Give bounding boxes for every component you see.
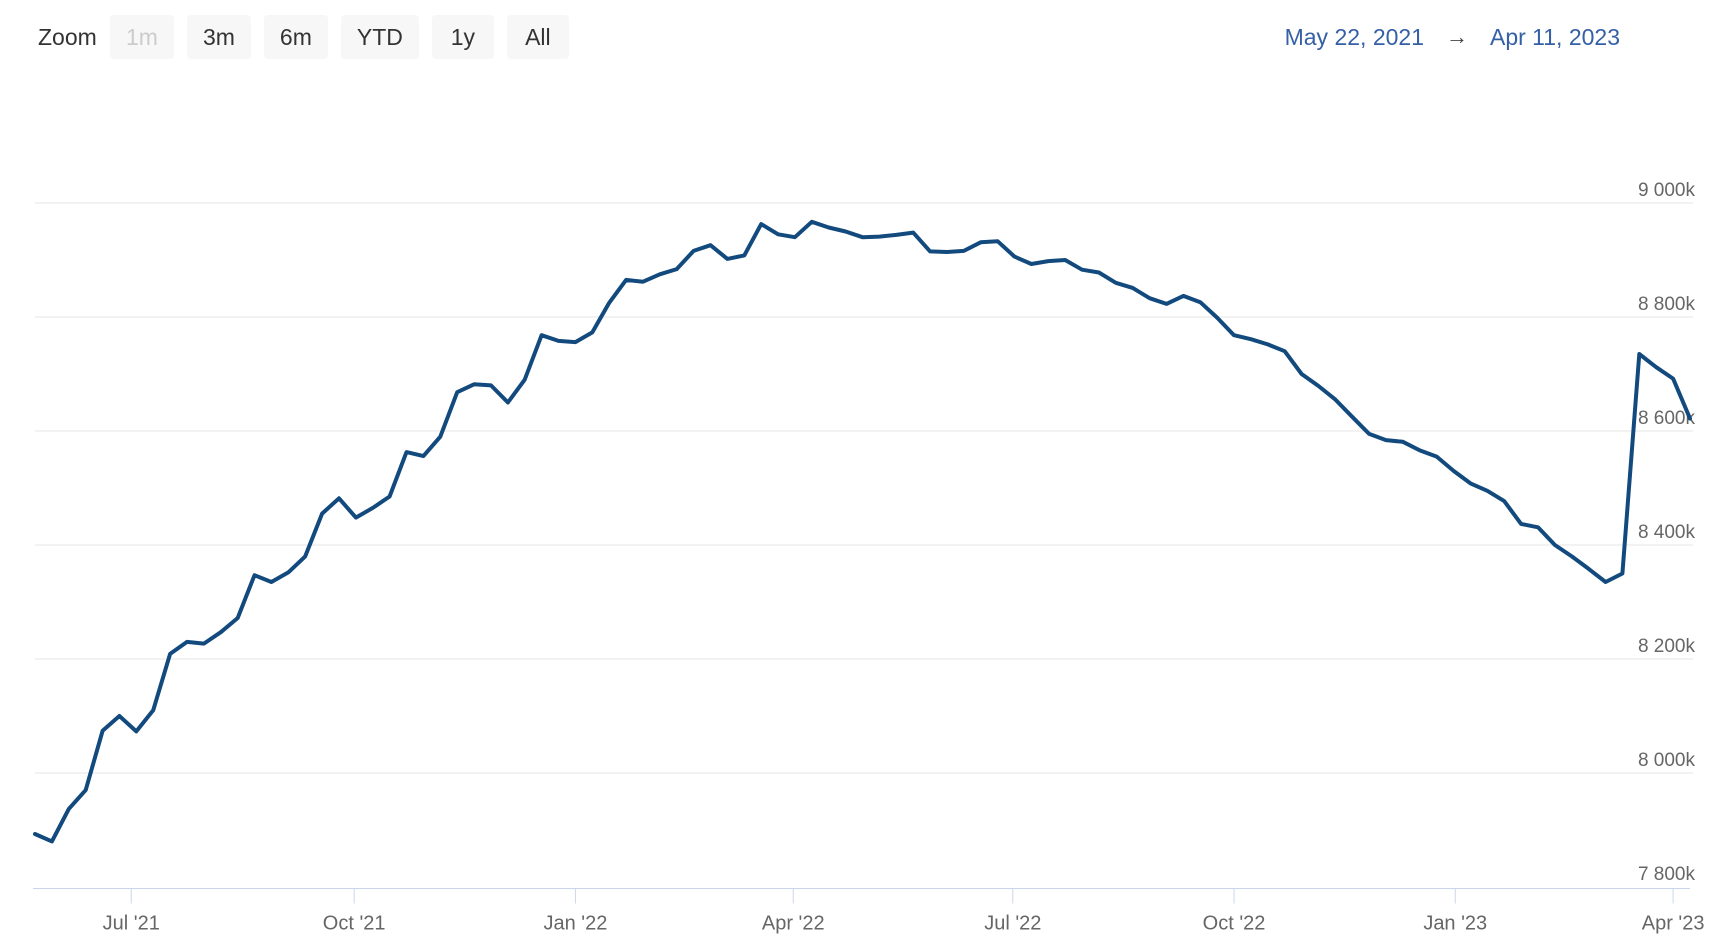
y-axis-label: 9 000k — [1638, 180, 1696, 201]
x-axis-label: Oct '22 — [1203, 913, 1266, 935]
range-buttons: 1m 3m 6m YTD 1y All — [110, 14, 569, 60]
range-end-input[interactable]: Apr 11, 2023 — [1489, 23, 1620, 50]
y-axis-label: 8 400k — [1638, 522, 1696, 543]
range-button-all[interactable]: All — [506, 15, 569, 59]
range-arrow-icon: → — [1445, 24, 1468, 49]
range-button-ytd[interactable]: YTD — [340, 15, 419, 59]
x-axis-label: Jan '22 — [543, 913, 607, 935]
x-axis-label: Apr '22 — [762, 913, 825, 935]
range-button-1m: 1m — [110, 15, 174, 59]
zoom-label: Zoom — [38, 23, 97, 50]
range-button-1y[interactable]: 1y — [431, 15, 494, 59]
x-axis-label: Apr '23 — [1642, 913, 1705, 935]
y-axis-label: 8 800k — [1638, 294, 1696, 315]
y-axis-label: 8 200k — [1638, 636, 1696, 657]
y-axis-label: 8 000k — [1638, 750, 1696, 771]
x-axis-label: Jul '22 — [984, 913, 1041, 935]
x-axis-label: Oct '21 — [323, 913, 386, 935]
range-start-input[interactable]: May 22, 2021 — [1284, 23, 1424, 50]
date-range: May 22, 2021 → Apr 11, 2023 — [1285, 14, 1620, 60]
range-selector: Zoom 1m 3m 6m YTD 1y All May 22, 2021 → Apr 1… — [0, 14, 1725, 60]
y-axis-label: 7 800k — [1638, 864, 1696, 885]
range-button-6m[interactable]: 6m — [263, 15, 328, 59]
x-axis-label: Jan '23 — [1423, 913, 1487, 935]
y-axis-label: 8 600k — [1638, 408, 1696, 429]
range-button-3m[interactable]: 3m — [186, 15, 251, 59]
x-axis-label: Jul '21 — [103, 913, 160, 935]
series-line — [33, 219, 1692, 844]
